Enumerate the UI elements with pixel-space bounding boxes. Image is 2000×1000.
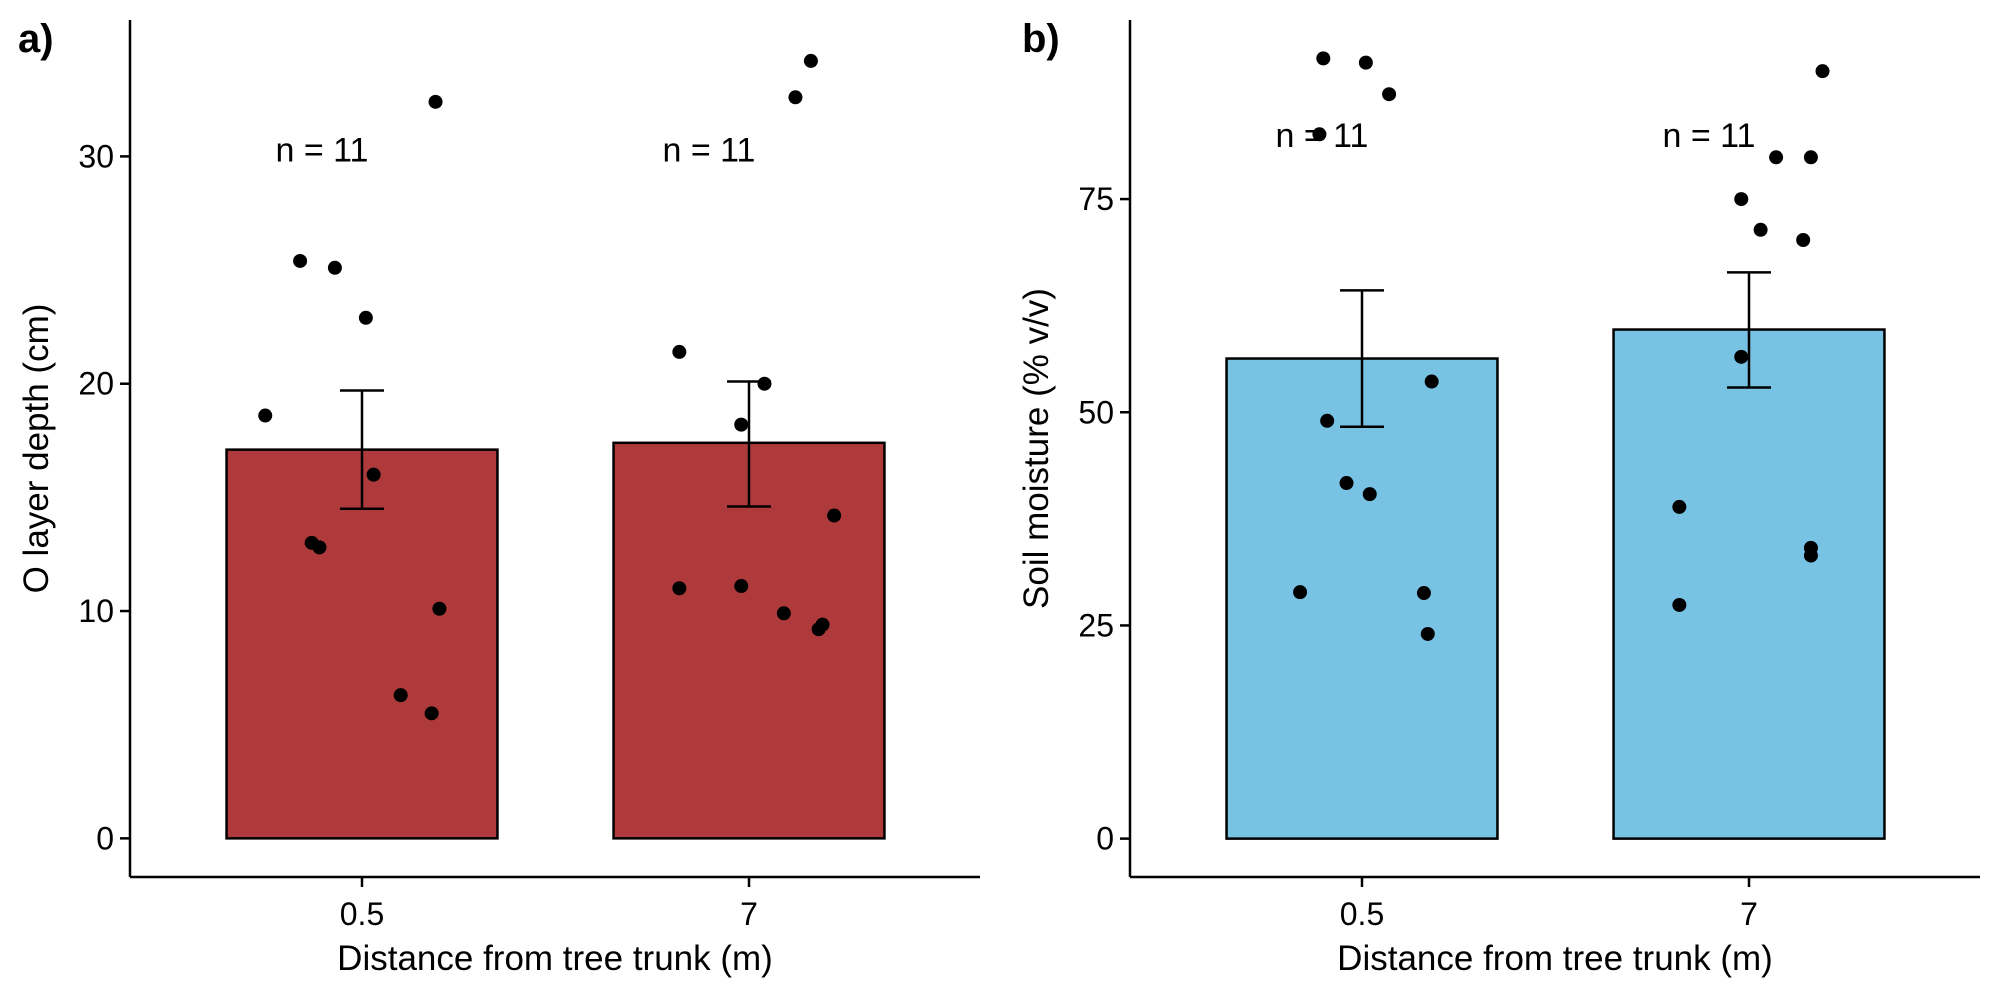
y-tick-label: 30 <box>78 138 114 174</box>
bar <box>225 448 499 840</box>
panel-a: a) n = 11 n = 11 0 10 20 30 0.5 7 Distance from t… <box>17 17 980 978</box>
data-point <box>803 53 818 68</box>
data-point <box>312 540 327 555</box>
data-point <box>1753 222 1768 237</box>
sample-size-label: n = 11 <box>1276 117 1369 155</box>
y-axis-title: O layer depth (cm) <box>17 304 56 594</box>
panel-label: b) <box>1022 17 1060 61</box>
data-point <box>1424 374 1439 389</box>
sample-size-label: n = 11 <box>276 132 369 170</box>
y-tick-label: 25 <box>1078 607 1114 643</box>
data-point <box>1320 413 1335 428</box>
data-point <box>1362 487 1377 502</box>
data-point <box>1358 55 1373 70</box>
data-point <box>1672 597 1687 612</box>
data-point <box>1382 87 1397 102</box>
data-point <box>672 344 687 359</box>
y-tick-label: 0 <box>96 820 114 856</box>
panel-label: a) <box>18 17 54 61</box>
y-tick-label: 50 <box>1078 394 1114 430</box>
data-point <box>1734 349 1749 364</box>
data-point <box>827 508 842 523</box>
x-axis-title: Distance from tree trunk (m) <box>337 939 773 978</box>
y-tick-label: 20 <box>78 366 114 402</box>
data-point <box>734 579 749 594</box>
x-tick-label: 0.5 <box>340 896 384 932</box>
data-point <box>734 417 749 432</box>
bar <box>1612 328 1886 840</box>
y-tick-label: 0 <box>1096 821 1114 857</box>
data-point <box>258 408 273 423</box>
x-tick-label: 7 <box>1740 896 1758 932</box>
data-point <box>1803 548 1818 563</box>
data-point <box>1803 150 1818 165</box>
data-point <box>672 581 687 596</box>
sample-size-label: n = 11 <box>1663 117 1756 155</box>
data-point <box>1796 233 1811 248</box>
data-point <box>1420 626 1435 641</box>
data-point <box>1339 476 1354 491</box>
data-point <box>393 688 408 703</box>
data-point <box>1312 127 1327 142</box>
data-point <box>293 253 308 268</box>
y-tick-label: 75 <box>1078 181 1114 217</box>
data-point <box>366 467 381 482</box>
panel-b: b) n = 11 n = 11 0 25 50 75 0.5 7 Distance from t… <box>1017 17 1980 978</box>
data-point <box>432 601 447 616</box>
data-point <box>1815 64 1830 79</box>
data-point <box>757 376 772 391</box>
data-point <box>428 94 443 109</box>
data-point <box>358 310 373 325</box>
x-axis-title: Distance from tree trunk (m) <box>1337 939 1773 978</box>
data-point <box>1769 150 1784 165</box>
data-point <box>327 260 342 275</box>
x-tick-label: 7 <box>740 896 758 932</box>
x-tick-label: 0.5 <box>1340 896 1384 932</box>
error-bar <box>340 389 384 510</box>
data-point <box>788 90 803 105</box>
data-point <box>1672 499 1687 514</box>
bar <box>612 441 886 840</box>
data-point <box>1416 586 1431 601</box>
data-point <box>1316 51 1331 66</box>
data-point <box>776 606 791 621</box>
data-point <box>815 617 830 632</box>
error-bar <box>1727 271 1771 389</box>
sample-size-label: n = 11 <box>663 132 756 170</box>
error-bar <box>1340 289 1384 429</box>
y-axis-title: Soil moisture (% v/v) <box>1017 288 1056 609</box>
y-tick-label: 10 <box>78 593 114 629</box>
bar <box>1225 357 1499 840</box>
data-point <box>424 706 439 721</box>
data-point <box>1293 585 1308 600</box>
data-point <box>1734 192 1749 207</box>
